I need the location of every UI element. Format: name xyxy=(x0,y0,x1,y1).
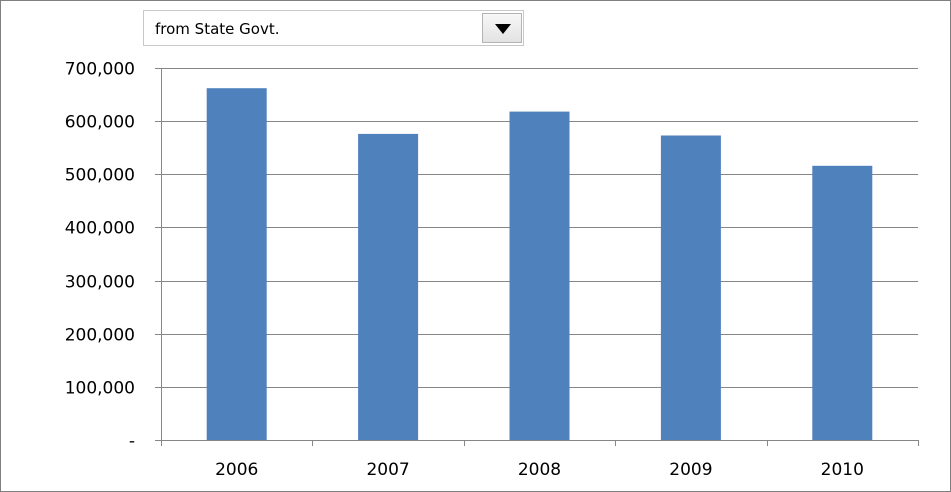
y-tick-label: 200,000 xyxy=(65,326,135,346)
y-tick-label: 400,000 xyxy=(65,219,135,239)
x-tick-label: 2007 xyxy=(366,460,409,480)
x-tick-label: 2010 xyxy=(821,460,864,480)
x-tick-label: 2006 xyxy=(215,460,258,480)
y-tick-label: 100,000 xyxy=(65,379,135,399)
dropdown-selected-value: from State Govt. xyxy=(155,20,280,38)
y-tick-label: 600,000 xyxy=(65,113,135,133)
chevron-down-icon xyxy=(495,24,511,34)
bar-2010 xyxy=(812,165,873,441)
x-tick-label: 2009 xyxy=(669,460,712,480)
bar-2007 xyxy=(358,133,419,440)
y-tick-label: 300,000 xyxy=(65,273,135,293)
y-tick-label: - xyxy=(129,432,135,452)
bar-2008 xyxy=(509,111,570,440)
series-dropdown[interactable]: from State Govt. xyxy=(143,10,524,46)
y-tick-label: 700,000 xyxy=(65,60,135,80)
x-tick-label: 2008 xyxy=(518,460,561,480)
bar-2009 xyxy=(660,135,721,440)
dropdown-toggle-button[interactable] xyxy=(482,13,522,43)
bar-2006 xyxy=(206,88,267,440)
y-tick-label: 500,000 xyxy=(65,166,135,186)
